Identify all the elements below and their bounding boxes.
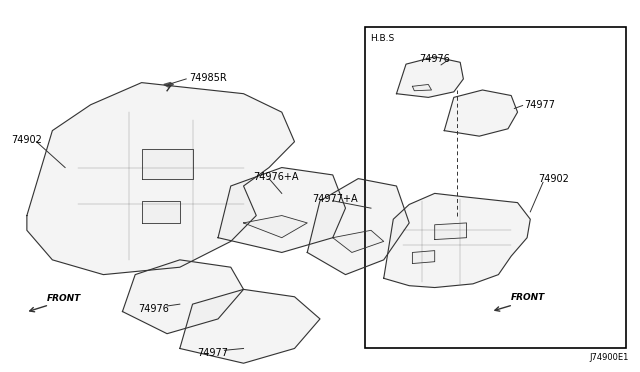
- Polygon shape: [164, 83, 173, 87]
- Polygon shape: [141, 201, 180, 223]
- Bar: [365, 27, 626, 349]
- Polygon shape: [141, 149, 193, 179]
- Text: FRONT: FRONT: [511, 294, 545, 302]
- Polygon shape: [396, 57, 463, 97]
- Text: 74976+A: 74976+A: [253, 172, 299, 182]
- Text: 74977: 74977: [524, 100, 555, 110]
- Text: 74902: 74902: [11, 135, 42, 145]
- Polygon shape: [435, 223, 467, 240]
- Text: 74977+A: 74977+A: [312, 194, 358, 204]
- Polygon shape: [244, 215, 307, 238]
- Polygon shape: [412, 251, 435, 263]
- Polygon shape: [180, 289, 320, 363]
- Text: 74976: 74976: [419, 54, 450, 64]
- Polygon shape: [307, 179, 409, 275]
- Text: 74977: 74977: [198, 348, 228, 358]
- Polygon shape: [444, 90, 518, 136]
- Polygon shape: [384, 193, 531, 288]
- Text: H.B.S: H.B.S: [370, 34, 394, 43]
- Text: FRONT: FRONT: [47, 294, 81, 303]
- Polygon shape: [218, 167, 346, 253]
- Polygon shape: [412, 84, 431, 91]
- Text: 74985R: 74985R: [189, 73, 227, 83]
- Text: 74976: 74976: [138, 304, 169, 314]
- Polygon shape: [333, 230, 384, 253]
- Text: J74900E1: J74900E1: [589, 353, 629, 362]
- Polygon shape: [27, 83, 294, 275]
- Polygon shape: [122, 260, 244, 334]
- Text: 74902: 74902: [538, 174, 569, 185]
